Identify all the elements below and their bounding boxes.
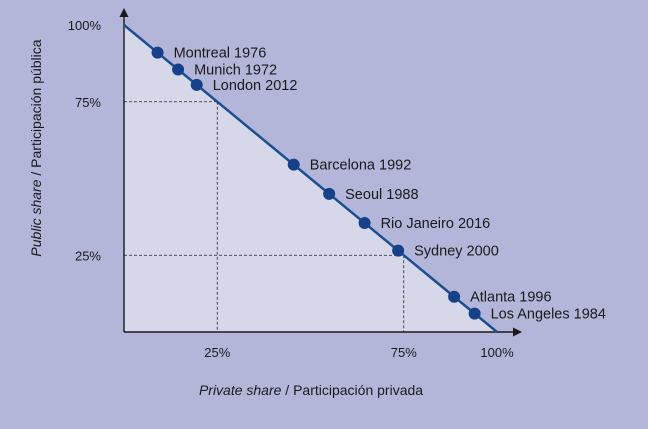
data-point [151, 46, 164, 59]
data-point [190, 78, 203, 91]
data-point-label: Seoul 1988 [345, 187, 418, 203]
tick-labels: 25% 75% 100% 100% 75% 25% [68, 18, 514, 360]
data-point-label: Montreal 1976 [174, 46, 267, 62]
data-point-label: Barcelona 1992 [310, 158, 412, 174]
reference-lines [124, 101, 405, 332]
data-point [172, 63, 185, 76]
y-axis-title: Public share / Participación pública [28, 39, 44, 256]
data-point-label: Munich 1972 [194, 63, 277, 79]
x-axis-arrow-icon [513, 327, 522, 337]
data-point-label: Sydney 2000 [414, 244, 499, 260]
x-tick-label: 75% [391, 345, 417, 360]
data-point [468, 307, 481, 320]
data-point [448, 290, 461, 303]
data-point-label: Rio Janeiro 2016 [381, 216, 491, 232]
x-axis-title: Private share / Participación privada [199, 382, 423, 398]
diagonal-line [123, 24, 498, 333]
y-tick-label: 75% [75, 95, 101, 110]
x-tick-label: 25% [204, 345, 230, 360]
data-point-label: London 2012 [213, 78, 298, 94]
y-axis-arrow-icon [119, 8, 129, 17]
x-tick-label: 100% [480, 345, 514, 360]
y-tick-label: 100% [68, 18, 102, 33]
data-point [392, 244, 405, 257]
data-point-label: Los Angeles 1984 [491, 307, 606, 323]
data-point-label: Atlanta 1996 [470, 290, 551, 306]
y-tick-label: 25% [75, 248, 101, 263]
data-point [358, 217, 371, 230]
data-point [287, 158, 300, 171]
data-point [323, 187, 336, 200]
